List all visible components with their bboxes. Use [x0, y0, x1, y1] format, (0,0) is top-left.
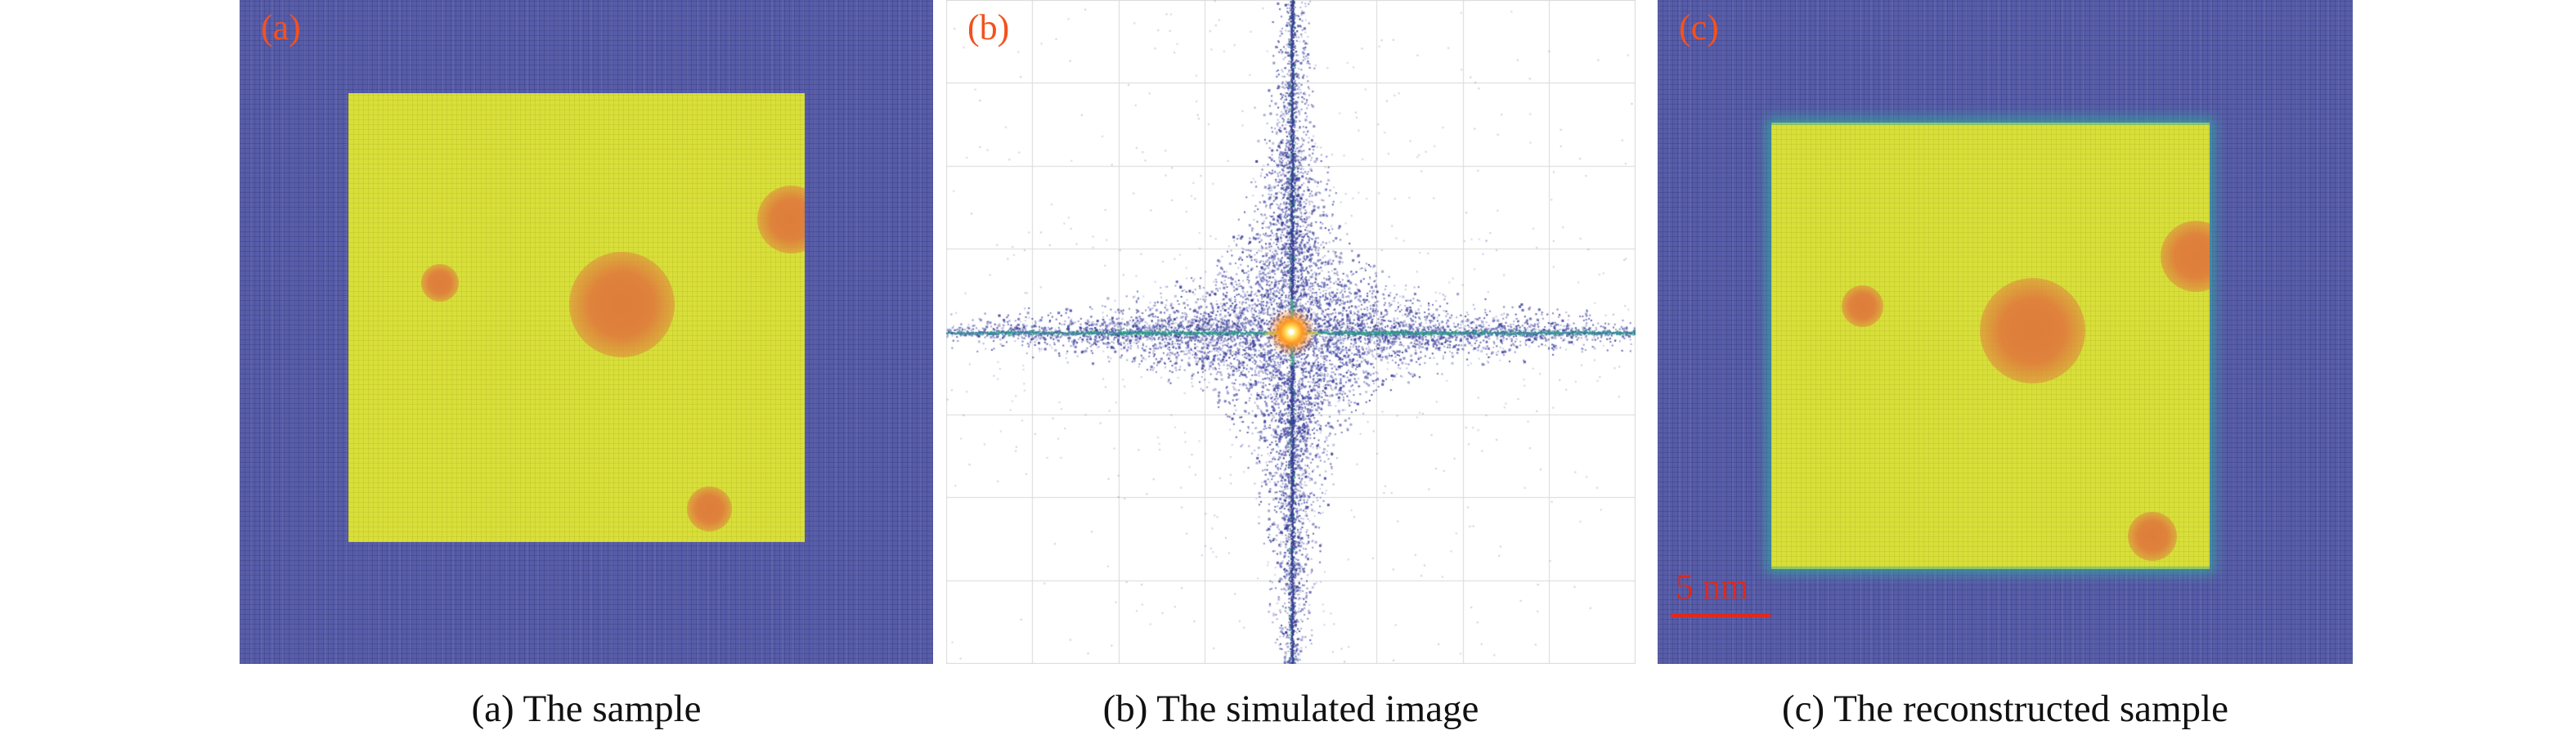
sample-blob-large: [569, 252, 675, 357]
panel-label-b: (b): [967, 7, 1010, 47]
sample-square: [348, 93, 805, 542]
sample-blob-small: [421, 264, 459, 302]
panel-label-a: (a): [261, 7, 301, 47]
panel-label-c: (c): [1679, 7, 1719, 47]
caption-sample: (a) The sample: [471, 688, 702, 730]
recon-blob-right-edge: [2161, 221, 2210, 292]
scale-bar-line: [1671, 613, 1770, 617]
panel-simulated-image: (b): [946, 0, 1636, 664]
panel-reconstructed-sample: 5 nm (c): [1658, 0, 2353, 664]
caption-reconstructed-sample: (c) The reconstructed sample: [1782, 688, 2228, 730]
panel-sample: (a): [240, 0, 933, 664]
recon-blob-small: [1842, 285, 1883, 327]
recon-blob-large: [1980, 278, 2085, 383]
sample-blob-bottom: [687, 486, 732, 531]
caption-simulated-image: (b) The simulated image: [1102, 688, 1479, 730]
sample-blob-right-edge: [757, 186, 805, 253]
scale-bar-label: 5 nm: [1676, 567, 1749, 607]
recon-blob-bottom: [2128, 512, 2177, 561]
reconstructed-square: [1771, 123, 2210, 569]
simulated-image-plot: [946, 0, 1636, 664]
